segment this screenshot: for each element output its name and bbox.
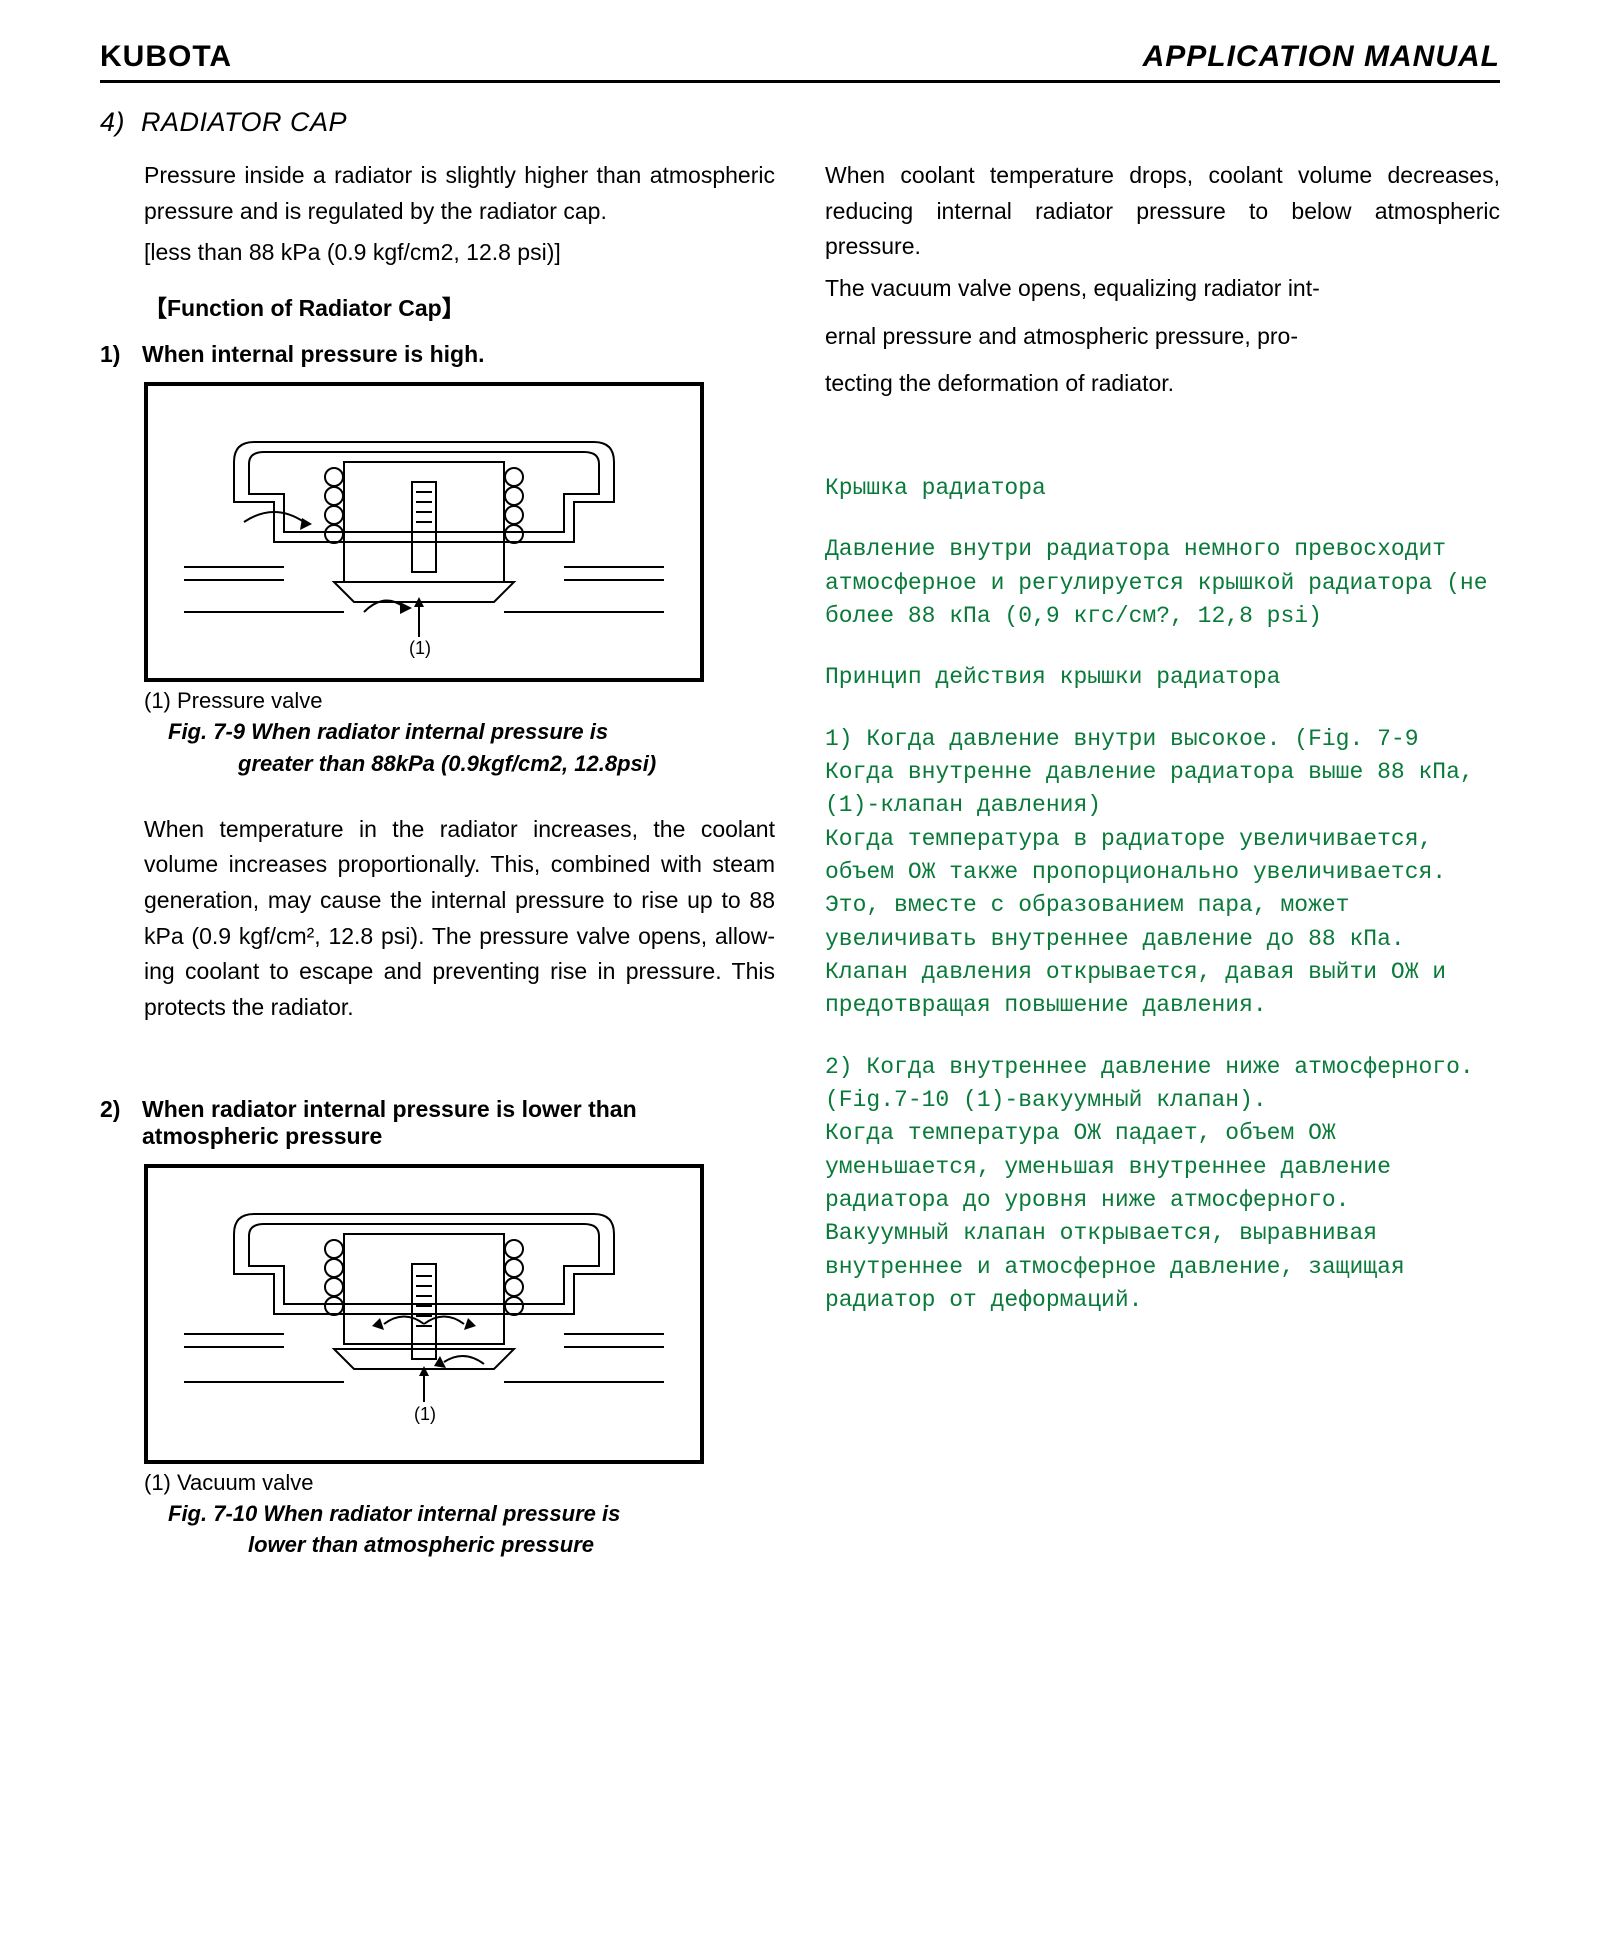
ru-block-2: 2) Когда внутреннее давление ниже атмосф…	[825, 1051, 1500, 1318]
ru-title: Крышка радиатора	[825, 472, 1500, 505]
section-name: RADIATOR CAP	[141, 107, 347, 137]
caption-line: Fig. 7-10 When radiator internal pressur…	[168, 1501, 620, 1526]
paragraph-pressure-high: When temperature in the radiator increas…	[100, 812, 775, 1026]
paragraph-cooling-2: The vacuum valve opens, equalizing radia…	[825, 271, 1500, 307]
section-number: 4)	[100, 107, 125, 137]
figure-7-10: (1)	[144, 1164, 704, 1464]
figure-callout: (1)	[409, 638, 431, 658]
radiator-cap-diagram-icon: (1)	[184, 402, 664, 662]
intro-paragraph: Pressure inside a radiator is slightly h…	[100, 158, 775, 229]
section-title: 4) RADIATOR CAP	[100, 107, 1500, 138]
ru-block-1: 1) Когда давление внутри высокое. (Fig. …	[825, 723, 1500, 1023]
function-heading: 【Function of Radiator Cap】	[100, 289, 775, 323]
list-title: When internal pressure is high.	[142, 341, 485, 368]
figure-7-9: (1)	[144, 382, 704, 682]
left-column: Pressure inside a radiator is slightly h…	[100, 158, 775, 1565]
list-title: When radiator internal pressure is lower…	[142, 1096, 775, 1150]
right-column: When coolant temperature drops, coolant …	[825, 158, 1500, 1565]
figure-7-10-part-label: (1) Vacuum valve	[144, 1470, 775, 1496]
figure-7-10-caption: Fig. 7-10 When radiator internal pressur…	[168, 1498, 775, 1562]
brand-name: KUBOTA	[100, 40, 232, 74]
ru-function-heading: Принцип действия крышки радиатора	[825, 661, 1500, 694]
list-item-2: 2) When radiator internal pressure is lo…	[100, 1096, 775, 1150]
paragraph-cooling-1: When coolant temperature drops, coolant …	[825, 158, 1500, 265]
manual-title: APPLICATION MANUAL	[1143, 40, 1500, 74]
list-item-1: 1) When internal pressure is high.	[100, 341, 775, 368]
paragraph-cooling-3: ernal pressure and atmospheric pressure,…	[825, 319, 1500, 355]
caption-line: greater than 88kPa (0.9kgf/cm2, 12.8psi)	[168, 751, 656, 776]
caption-line: Fig. 7-9 When radiator internal pressure…	[168, 719, 608, 744]
ru-intro: Давление внутри радиатора немного превос…	[825, 533, 1500, 633]
page-header: KUBOTA APPLICATION MANUAL	[100, 40, 1500, 83]
two-column-layout: Pressure inside a radiator is slightly h…	[100, 158, 1500, 1565]
caption-line: lower than atmospheric pressure	[168, 1532, 594, 1557]
list-number: 1)	[100, 341, 128, 368]
figure-7-9-caption: Fig. 7-9 When radiator internal pressure…	[168, 716, 775, 780]
pressure-spec: [less than 88 kPa (0.9 kgf/cm2, 12.8 psi…	[100, 235, 775, 271]
radiator-cap-diagram-icon: (1)	[184, 1184, 664, 1444]
figure-callout: (1)	[414, 1404, 436, 1424]
figure-7-9-part-label: (1) Pressure valve	[144, 688, 775, 714]
paragraph-cooling-4: tecting the deformation of radiator.	[825, 366, 1500, 402]
list-number: 2)	[100, 1096, 128, 1150]
